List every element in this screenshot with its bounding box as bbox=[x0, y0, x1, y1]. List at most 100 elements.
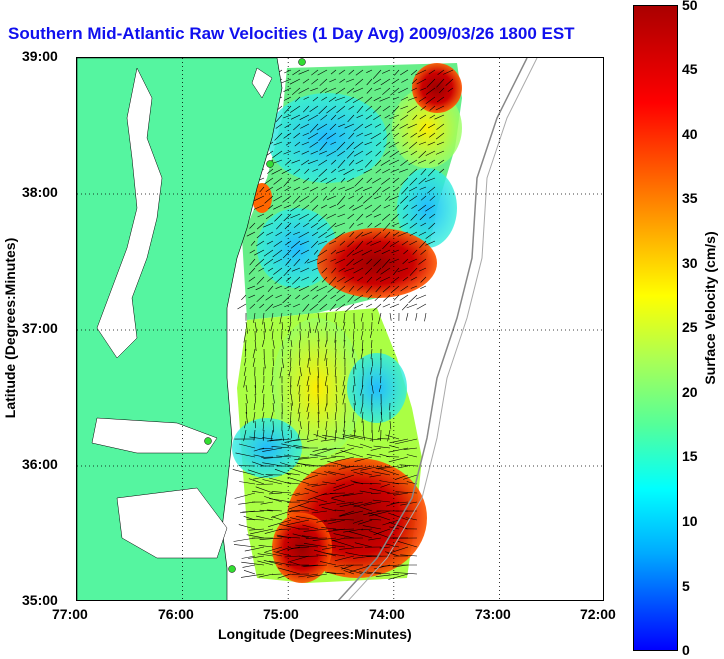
velocity-arrow bbox=[365, 150, 373, 156]
velocity-arrow bbox=[283, 132, 292, 139]
velocity-arrow bbox=[342, 465, 364, 468]
velocity-arrow bbox=[338, 510, 355, 517]
velocity-arrow bbox=[275, 546, 292, 553]
velocity-arrow bbox=[307, 438, 319, 442]
velocity-arrow bbox=[270, 321, 274, 332]
velocity-arrow bbox=[327, 544, 346, 548]
velocity-arrow bbox=[389, 240, 400, 247]
velocity-arrow bbox=[322, 447, 346, 450]
velocity-arrow bbox=[307, 159, 319, 165]
velocity-arrow bbox=[262, 462, 283, 467]
velocity-arrow bbox=[425, 240, 436, 246]
velocity-arrow bbox=[409, 231, 418, 236]
velocity-arrow bbox=[272, 150, 283, 159]
velocity-arrow bbox=[374, 123, 382, 128]
velocity-arrow bbox=[326, 384, 328, 394]
velocity-arrow bbox=[353, 267, 364, 274]
velocity-arrow bbox=[363, 168, 373, 174]
velocity-arrow bbox=[338, 267, 346, 272]
velocity-arrow bbox=[311, 267, 319, 271]
velocity-arrow bbox=[354, 456, 373, 462]
velocity-arrow bbox=[391, 249, 400, 254]
velocity-arrow bbox=[436, 123, 445, 130]
velocity-arrow bbox=[420, 276, 427, 283]
velocity-arrow bbox=[307, 330, 310, 339]
velocity-arrow bbox=[385, 551, 400, 557]
velocity-arrow bbox=[429, 132, 436, 138]
velocity-arrow bbox=[420, 168, 427, 176]
velocity-arrow bbox=[384, 114, 391, 119]
velocity-arrow bbox=[330, 159, 337, 165]
velocity-arrow bbox=[337, 213, 346, 218]
velocity-arrow bbox=[364, 123, 373, 129]
velocity-arrow bbox=[259, 509, 274, 512]
colorbar-tick-label: 15 bbox=[682, 448, 698, 464]
velocity-arrow bbox=[254, 375, 256, 388]
velocity-arrow bbox=[411, 78, 418, 84]
velocity-arrow bbox=[390, 168, 400, 173]
velocity-arrow bbox=[302, 132, 310, 136]
velocity-arrow bbox=[371, 471, 391, 476]
velocity-arrow bbox=[323, 519, 337, 522]
velocity-arrow bbox=[326, 366, 329, 376]
velocity-arrow bbox=[357, 285, 364, 291]
velocity-arrow bbox=[324, 402, 328, 412]
velocity-arrow bbox=[269, 560, 292, 566]
velocity-arrow bbox=[337, 150, 346, 157]
velocity-arrow bbox=[362, 429, 365, 441]
velocity-arrow bbox=[310, 150, 319, 155]
velocity-arrow bbox=[389, 303, 400, 308]
velocity-arrow bbox=[244, 546, 265, 552]
velocity-arrow bbox=[339, 132, 346, 137]
velocity-arrow bbox=[263, 393, 265, 404]
velocity-arrow bbox=[253, 402, 256, 410]
velocity-arrow bbox=[249, 436, 265, 440]
velocity-arrow bbox=[343, 330, 346, 342]
velocity-arrow bbox=[288, 330, 292, 342]
velocity-arrow bbox=[290, 546, 310, 549]
velocity-arrow bbox=[285, 276, 292, 282]
velocity-arrow bbox=[345, 552, 364, 557]
velocity-arrow bbox=[317, 69, 328, 76]
velocity-arrow bbox=[349, 531, 373, 539]
velocity-arrow bbox=[289, 78, 301, 85]
velocity-arrow bbox=[294, 141, 301, 147]
velocity-arrow bbox=[291, 87, 301, 96]
velocity-arrow bbox=[293, 168, 301, 175]
velocity-arrow bbox=[259, 186, 265, 193]
velocity-arrow bbox=[370, 132, 382, 140]
velocity-arrow bbox=[292, 303, 301, 308]
velocity-arrow bbox=[303, 564, 328, 567]
velocity-arrow bbox=[332, 539, 355, 548]
velocity-arrow bbox=[272, 402, 275, 412]
velocity-arrow bbox=[256, 294, 265, 303]
velocity-arrow bbox=[309, 123, 319, 133]
velocity-arrow bbox=[371, 375, 373, 386]
velocity-arrow bbox=[239, 481, 256, 485]
velocity-arrow bbox=[347, 240, 355, 248]
velocity-arrow bbox=[328, 471, 346, 476]
velocity-arrow bbox=[379, 366, 382, 376]
velocity-arrow bbox=[370, 348, 373, 359]
velocity-arrow bbox=[290, 204, 301, 212]
velocity-arrow bbox=[295, 544, 319, 548]
velocity-arrow bbox=[273, 204, 283, 210]
velocity-arrow bbox=[360, 384, 364, 396]
velocity-arrow bbox=[326, 411, 329, 420]
velocity-arrow bbox=[255, 486, 274, 494]
velocity-arrow bbox=[242, 564, 256, 568]
velocity-arrow bbox=[353, 123, 364, 132]
land-mainland bbox=[77, 58, 283, 600]
velocity-arrow bbox=[294, 96, 301, 102]
albemarle-sound bbox=[91, 417, 218, 454]
velocity-arrow bbox=[248, 276, 256, 282]
colorbar-tick-label: 30 bbox=[682, 255, 698, 271]
velocity-arrow bbox=[325, 339, 328, 348]
velocity-arrow bbox=[270, 375, 274, 386]
velocity-arrow bbox=[366, 258, 373, 265]
velocity-arrow bbox=[372, 303, 382, 312]
velocity-arrow bbox=[320, 204, 328, 209]
velocity-arrow bbox=[293, 258, 301, 267]
velocity-arrow bbox=[369, 330, 373, 338]
velocity-arrow bbox=[302, 186, 310, 191]
